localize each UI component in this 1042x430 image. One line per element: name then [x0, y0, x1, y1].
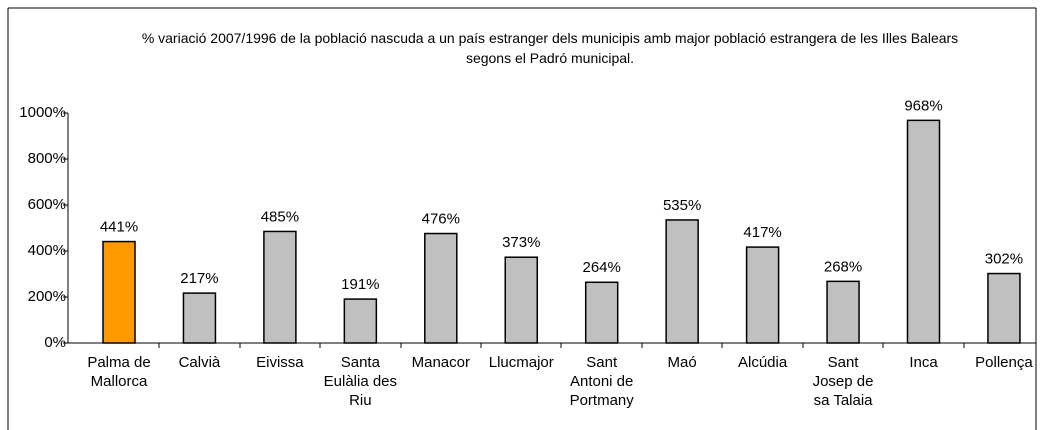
chart-title: % variació 2007/1996 de la població nasc… [141, 30, 959, 66]
bar [102, 240, 136, 344]
bar [424, 232, 458, 344]
data-label: 217% [180, 270, 218, 287]
x-tick-label: Alcúdia [737, 354, 788, 371]
y-tick-label: 0% [44, 334, 66, 351]
y-tick-label: 800% [28, 150, 66, 167]
x-tick-label: Manacor [411, 354, 470, 371]
y-tick-label: 1000% [19, 104, 66, 121]
data-label: 302% [985, 251, 1023, 268]
bar [182, 292, 217, 344]
data-label: 441% [100, 219, 138, 236]
data-label: 268% [824, 258, 862, 275]
bar [504, 256, 538, 344]
x-tick-label: Maó [667, 354, 697, 371]
x-tick-label: Calvià [178, 354, 221, 371]
x-tick-label: Santa Eulàlia des Riu [323, 354, 398, 409]
data-label: 191% [341, 276, 379, 293]
bar [665, 219, 699, 344]
x-tick-label: Pollença [975, 354, 1033, 371]
x-tick-label: Inca [909, 354, 938, 371]
data-label: 476% [422, 210, 460, 227]
x-tick-label: Sant Antoni de Portmany [569, 354, 634, 409]
data-label: 417% [743, 224, 781, 241]
x-tick-label: Sant Josep de sa Talaia [812, 354, 874, 409]
data-label: 485% [261, 208, 299, 225]
bar [987, 272, 1021, 344]
bar [584, 281, 619, 344]
bar [343, 298, 378, 344]
bar [745, 246, 780, 344]
y-tick-label: 200% [28, 288, 66, 305]
data-label: 968% [904, 97, 942, 114]
data-label: 373% [502, 234, 540, 251]
x-tick-label: Eivissa [256, 354, 304, 371]
data-label: 264% [583, 259, 621, 276]
bar [826, 280, 860, 344]
data-label: 535% [663, 197, 701, 214]
bar [263, 230, 297, 344]
x-tick-label: Llucmajor [488, 354, 554, 371]
y-tick-label: 600% [28, 196, 66, 213]
bar [906, 119, 941, 344]
x-tick-label: Palma de Mallorca [87, 354, 151, 390]
y-tick-label: 400% [28, 242, 66, 259]
